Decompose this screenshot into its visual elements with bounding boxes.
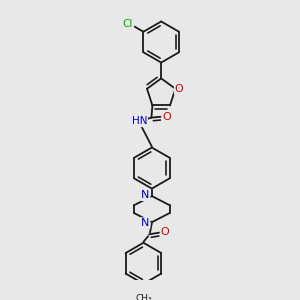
Text: Cl: Cl bbox=[123, 19, 133, 29]
Text: CH₃: CH₃ bbox=[135, 294, 152, 300]
Text: N: N bbox=[141, 190, 149, 200]
Text: N: N bbox=[141, 218, 149, 228]
Text: HN: HN bbox=[132, 116, 147, 126]
Text: O: O bbox=[175, 84, 184, 94]
Text: O: O bbox=[162, 112, 171, 122]
Text: O: O bbox=[160, 227, 169, 238]
